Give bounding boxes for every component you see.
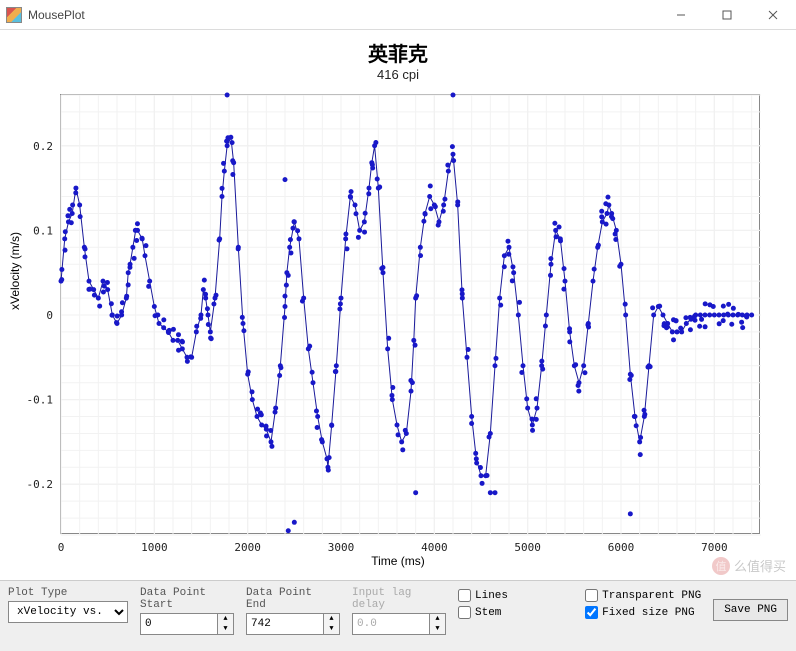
transparent-png-label: Transparent PNG bbox=[602, 590, 701, 602]
stem-checkbox-wrap[interactable]: Stem bbox=[458, 606, 508, 619]
svg-text:-0.1: -0.1 bbox=[27, 394, 54, 407]
data-end-label: Data Point End bbox=[246, 587, 340, 611]
data-end-stepper[interactable]: ▲▼ bbox=[324, 613, 340, 635]
svg-text:4000: 4000 bbox=[421, 541, 448, 554]
plot-type-select[interactable]: xVelocity vs. Ti bbox=[8, 601, 128, 623]
lines-checkbox-wrap[interactable]: Lines bbox=[458, 589, 508, 602]
input-lag-group: Input lag delay ▲▼ bbox=[352, 587, 446, 635]
png-options: Transparent PNG Fixed size PNG bbox=[585, 589, 701, 619]
transparent-png-checkbox[interactable] bbox=[585, 589, 598, 602]
chart-title: 英菲克 bbox=[0, 30, 796, 67]
data-start-stepper[interactable]: ▲▼ bbox=[218, 613, 234, 635]
svg-text:7000: 7000 bbox=[701, 541, 728, 554]
toolbar: Plot Type xVelocity vs. Ti Data Point St… bbox=[0, 580, 796, 651]
app-icon bbox=[6, 7, 22, 23]
plot-type-group: Plot Type xVelocity vs. Ti bbox=[8, 587, 128, 623]
svg-text:1000: 1000 bbox=[141, 541, 168, 554]
plot-type-label: Plot Type bbox=[8, 587, 128, 599]
save-png-button[interactable]: Save PNG bbox=[713, 599, 788, 621]
data-start-label: Data Point Start bbox=[140, 587, 234, 611]
fixed-size-png-wrap[interactable]: Fixed size PNG bbox=[585, 606, 701, 619]
maximize-button[interactable] bbox=[704, 0, 750, 30]
data-end-input[interactable] bbox=[246, 613, 324, 635]
fixed-size-png-checkbox[interactable] bbox=[585, 606, 598, 619]
svg-text:0.1: 0.1 bbox=[33, 224, 53, 237]
y-axis-label: xVelocity (m/s) bbox=[8, 232, 22, 310]
svg-text:0: 0 bbox=[46, 309, 53, 322]
lines-label: Lines bbox=[475, 590, 508, 602]
transparent-png-wrap[interactable]: Transparent PNG bbox=[585, 589, 701, 602]
input-lag-stepper: ▲▼ bbox=[430, 613, 446, 635]
x-axis-label: Time (ms) bbox=[371, 554, 425, 568]
svg-text:0: 0 bbox=[58, 541, 65, 554]
chart-subtitle: 416 cpi bbox=[0, 67, 796, 82]
data-end-group: Data Point End ▲▼ bbox=[246, 587, 340, 635]
stem-checkbox[interactable] bbox=[458, 606, 471, 619]
window-titlebar: MousePlot bbox=[0, 0, 796, 30]
data-start-group: Data Point Start ▲▼ bbox=[140, 587, 234, 635]
svg-text:6000: 6000 bbox=[608, 541, 635, 554]
fixed-size-png-label: Fixed size PNG bbox=[602, 607, 694, 619]
window-title: MousePlot bbox=[28, 8, 85, 22]
data-start-input[interactable] bbox=[140, 613, 218, 635]
input-lag-input bbox=[352, 613, 430, 635]
svg-text:5000: 5000 bbox=[514, 541, 541, 554]
chart-panel: 英菲克 416 cpi xVelocity (m/s) Time (ms) -0… bbox=[0, 30, 796, 580]
minimize-button[interactable] bbox=[658, 0, 704, 30]
plot-area[interactable]: -0.2-0.100.10.2 010002000300040005000600… bbox=[60, 94, 760, 534]
svg-text:-0.2: -0.2 bbox=[27, 478, 54, 491]
lines-checkbox[interactable] bbox=[458, 589, 471, 602]
input-lag-label: Input lag delay bbox=[352, 587, 446, 611]
svg-text:3000: 3000 bbox=[328, 541, 355, 554]
svg-text:0.2: 0.2 bbox=[33, 140, 53, 153]
svg-text:2000: 2000 bbox=[234, 541, 261, 554]
line-options: Lines Stem bbox=[458, 589, 508, 619]
close-button[interactable] bbox=[750, 0, 796, 30]
stem-label: Stem bbox=[475, 607, 501, 619]
